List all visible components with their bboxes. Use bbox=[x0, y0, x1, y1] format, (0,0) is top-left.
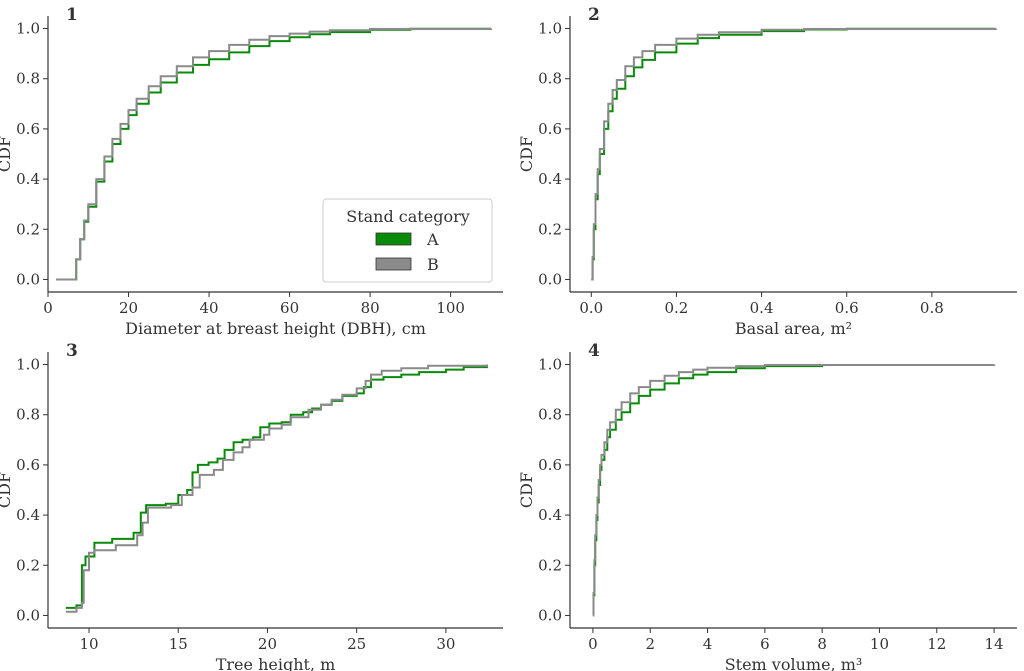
x-tick-label: 6 bbox=[760, 635, 770, 653]
y-tick-label: 1.0 bbox=[16, 356, 40, 374]
x-axis-label: Stem volume, m³ bbox=[725, 655, 863, 671]
y-tick-label: 0.8 bbox=[16, 70, 40, 88]
y-tick-label: 0.2 bbox=[538, 556, 562, 574]
chart-panel-1: 0 20 40 60 80 100 0.0 0.2 0.4 0.6 0.8 1.0 Diameter a… bbox=[0, 5, 503, 338]
panel-label: 4 bbox=[588, 341, 600, 361]
y-axis-label: CDF bbox=[517, 136, 536, 172]
legend-label-a: A bbox=[426, 230, 439, 249]
y-tick-label: 0.8 bbox=[538, 70, 562, 88]
y-tick-label: 1.0 bbox=[538, 20, 562, 38]
x-tick-label: 0.8 bbox=[920, 299, 944, 317]
y-tick-label: 0.8 bbox=[538, 406, 562, 424]
x-tick-label: 20 bbox=[119, 299, 138, 317]
x-tick-label: 12 bbox=[927, 635, 946, 653]
series-line-a bbox=[65, 364, 488, 609]
x-tick-label: 14 bbox=[985, 635, 1004, 653]
y-axis-label: CDF bbox=[517, 472, 536, 508]
series-line-b bbox=[591, 28, 997, 281]
y-axis-label: CDF bbox=[0, 136, 14, 172]
panel-label: 2 bbox=[588, 5, 600, 25]
y-tick-label: 0.4 bbox=[16, 506, 40, 524]
x-tick-label: 30 bbox=[436, 635, 455, 653]
x-tick-label: 0.6 bbox=[835, 299, 859, 317]
series-line-a bbox=[591, 27, 997, 281]
y-tick-label: 0.0 bbox=[16, 270, 40, 288]
y-tick-label: 0.2 bbox=[538, 220, 562, 238]
x-axis-label: Tree height, m bbox=[216, 655, 336, 671]
chart-panel-4: 0 2 4 6 8 10 12 14 0.0 0.2 0.4 0.6 0.8 1.0 Stem volume… bbox=[517, 341, 1017, 671]
series-line-b bbox=[592, 364, 996, 617]
y-tick-label: 0.6 bbox=[538, 456, 562, 474]
series-line-b bbox=[65, 364, 488, 613]
chart-panel-2: 0.0 0.2 0.4 0.6 0.8 0.0 0.2 0.4 0.6 0.8 1.0 Basal a… bbox=[517, 5, 1017, 338]
y-tick-label: 0.4 bbox=[538, 506, 562, 524]
legend: Stand category A B bbox=[322, 198, 493, 283]
y-tick-label: 0.2 bbox=[16, 220, 40, 238]
x-tick-label: 60 bbox=[280, 299, 299, 317]
legend-title: Stand category bbox=[346, 207, 470, 226]
x-axis-label: Basal area, m² bbox=[735, 319, 852, 338]
y-tick-label: 0.0 bbox=[16, 606, 40, 624]
x-tick-label: 0.4 bbox=[750, 299, 774, 317]
x-tick-label: 40 bbox=[200, 299, 219, 317]
y-tick-label: 0.6 bbox=[16, 120, 40, 138]
y-axis-label: CDF bbox=[0, 472, 14, 508]
x-tick-label: 100 bbox=[436, 299, 465, 317]
series-line-a bbox=[592, 364, 996, 617]
y-tick-label: 1.0 bbox=[538, 356, 562, 374]
x-tick-label: 10 bbox=[79, 635, 98, 653]
legend-swatch-a bbox=[375, 232, 412, 246]
x-tick-label: 0.0 bbox=[579, 299, 603, 317]
panel-label: 3 bbox=[66, 341, 78, 361]
x-tick-label: 15 bbox=[169, 635, 188, 653]
y-tick-label: 0.0 bbox=[538, 270, 562, 288]
y-tick-label: 0.4 bbox=[538, 170, 562, 188]
y-tick-label: 1.0 bbox=[16, 20, 40, 38]
x-tick-label: 0.2 bbox=[664, 299, 688, 317]
y-tick-label: 0.6 bbox=[16, 456, 40, 474]
legend-swatch-b bbox=[375, 257, 412, 271]
x-axis-label: Diameter at breast height (DBH), cm bbox=[125, 319, 426, 338]
x-tick-label: 20 bbox=[258, 635, 277, 653]
chart-panel-3: 10 15 20 25 30 0.0 0.2 0.4 0.6 0.8 1.0 Tree height,… bbox=[0, 341, 503, 671]
x-tick-label: 8 bbox=[817, 635, 827, 653]
x-tick-label: 0 bbox=[588, 635, 598, 653]
x-tick-label: 0 bbox=[43, 299, 53, 317]
y-tick-label: 0.8 bbox=[16, 406, 40, 424]
x-tick-label: 25 bbox=[347, 635, 366, 653]
x-tick-label: 10 bbox=[870, 635, 889, 653]
y-tick-label: 0.0 bbox=[538, 606, 562, 624]
x-tick-label: 80 bbox=[361, 299, 380, 317]
y-tick-label: 0.4 bbox=[16, 170, 40, 188]
panel-label: 1 bbox=[66, 5, 78, 25]
y-tick-label: 0.2 bbox=[16, 556, 40, 574]
y-tick-label: 0.6 bbox=[538, 120, 562, 138]
series-line-b bbox=[56, 28, 492, 281]
x-tick-label: 2 bbox=[645, 635, 655, 653]
legend-label-b: B bbox=[427, 255, 439, 274]
x-tick-label: 4 bbox=[703, 635, 713, 653]
